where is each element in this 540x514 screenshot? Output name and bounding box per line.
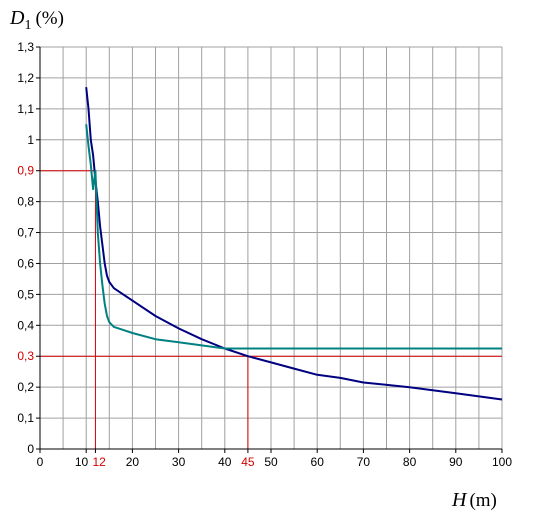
- x-axis-unit: (m): [469, 490, 496, 511]
- x-tick-label: 100: [492, 455, 512, 469]
- x-tick-label: 80: [403, 455, 417, 469]
- x-tick-label: 50: [264, 455, 278, 469]
- x-tick-label: 30: [172, 455, 186, 469]
- y-tick-label: 0,9: [17, 164, 34, 178]
- x-tick-label: 70: [357, 455, 371, 469]
- x-tick-label: 20: [126, 455, 140, 469]
- y-tick-label: 0,1: [17, 411, 34, 425]
- x-tick-label: 12: [92, 455, 106, 469]
- y-tick-label: 0,6: [17, 256, 34, 270]
- guide-lines: [40, 170, 502, 449]
- y-tick-label: 1: [27, 133, 34, 147]
- y-axis-unit: (%): [35, 8, 63, 29]
- y-tick-label: 0,2: [17, 380, 34, 394]
- y-tick-label: 0,4: [17, 318, 34, 332]
- y-tick-labels: 0 0,1 0,2 0,3 0,4 0,5 0,6 0,7 0,8 0,9 1 1,1 1,2 1,3: [17, 40, 34, 456]
- x-tick-label: 45: [241, 455, 255, 469]
- x-axis-label: H (m): [451, 489, 497, 511]
- x-tick-label: 10: [75, 455, 89, 469]
- series-line-2: [85, 124, 502, 350]
- y-axis-label: D1 (%): [9, 7, 64, 33]
- y-axis-var: D: [9, 7, 25, 29]
- x-tick-label: 60: [311, 455, 325, 469]
- y-tick-label: 0,3: [17, 349, 34, 363]
- x-tick-labels: 0 10 12 20 30 40 45 50 60 70 80 90 100: [37, 455, 513, 469]
- y-tick-label: 1,3: [17, 40, 34, 54]
- x-tick-label: 0: [37, 455, 44, 469]
- y-tick-label: 1,1: [17, 102, 34, 116]
- x-tick-label: 40: [218, 455, 232, 469]
- axes: [36, 46, 503, 453]
- y-tick-label: 0,7: [17, 226, 34, 240]
- y-tick-label: 1,2: [17, 71, 34, 85]
- x-tick-label: 90: [449, 455, 463, 469]
- y-axis-sub: 1: [24, 18, 31, 33]
- y-tick-label: 0,5: [17, 287, 34, 301]
- series-group: [85, 87, 503, 401]
- y-tick-label: 0: [27, 442, 34, 456]
- x-axis-var: H: [451, 489, 468, 511]
- y-tick-label: 0,8: [17, 195, 34, 209]
- grid: [40, 46, 503, 449]
